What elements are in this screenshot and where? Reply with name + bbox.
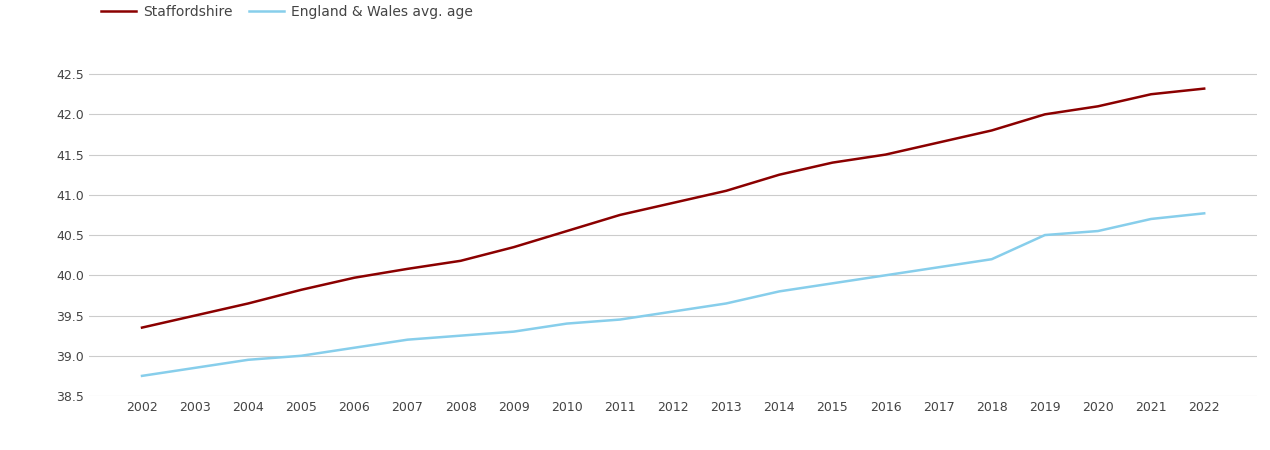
Legend: Staffordshire, England & Wales avg. age: Staffordshire, England & Wales avg. age xyxy=(95,0,479,24)
